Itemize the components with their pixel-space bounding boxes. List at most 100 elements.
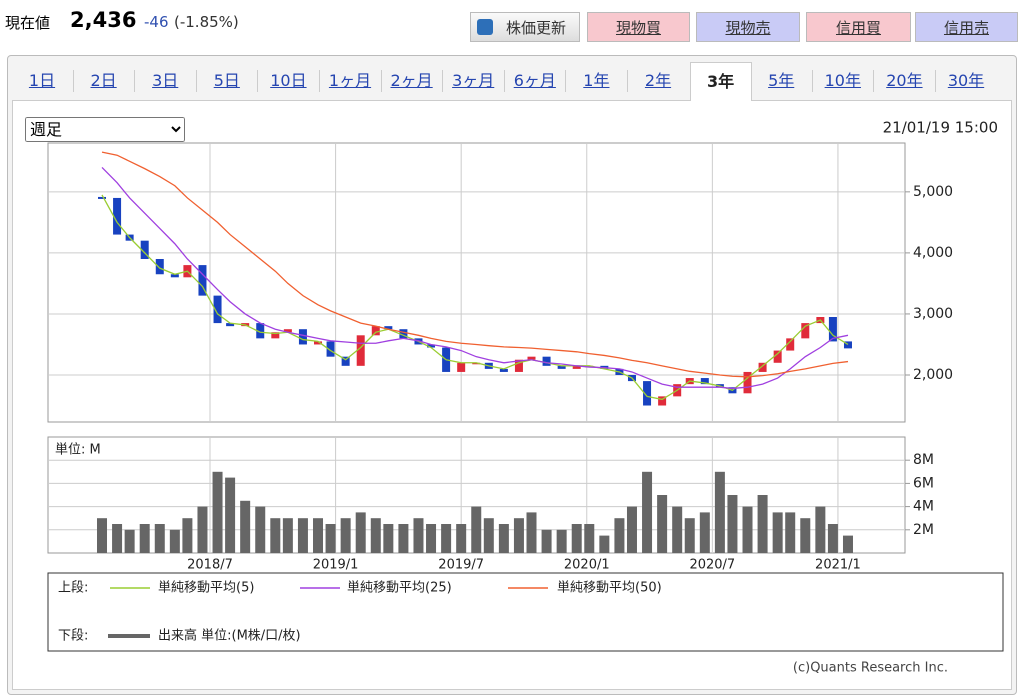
y-tick-label: 4,000 (913, 245, 953, 261)
y-tick-label: 8M (913, 452, 934, 468)
candle (786, 338, 795, 351)
candle (743, 371, 752, 394)
candle (758, 362, 767, 372)
candle (271, 332, 280, 339)
volume-bar (827, 524, 838, 553)
volume-bar (154, 524, 165, 553)
range-tab[interactable]: 5日 (213, 71, 240, 90)
tab-separator (503, 70, 505, 92)
timestamp: 21/01/19 15:00 (883, 119, 998, 137)
volume-bar (139, 524, 150, 553)
volume-bar (383, 524, 394, 553)
range-tab[interactable]: 10年 (824, 71, 861, 90)
tab-separator (811, 70, 813, 92)
volume-unit: 単位: M (55, 442, 101, 458)
legend-entry: 出来高 単位:(M株/口/枚) (158, 628, 301, 644)
refresh-icon (477, 19, 493, 35)
volume-bar (112, 524, 123, 553)
candle (356, 335, 365, 366)
y-tick-label: 2,000 (913, 367, 953, 383)
y-tick-label: 4M (913, 499, 934, 515)
range-tab[interactable]: 1ヶ月 (328, 71, 372, 90)
credit: (c)Quants Research Inc. (793, 661, 948, 676)
candle (773, 350, 782, 363)
candle (213, 295, 222, 324)
volume-bar (584, 524, 595, 553)
candle (256, 323, 265, 339)
moving-average-line (101, 151, 849, 378)
candle (457, 362, 466, 372)
volume-bar (197, 506, 208, 553)
candle (170, 274, 179, 278)
x-tick-label: 2019/7 (438, 558, 484, 573)
volume-bar (642, 471, 653, 553)
candle (557, 365, 566, 369)
range-tab[interactable]: 2ヶ月 (390, 71, 433, 90)
candle (828, 316, 837, 342)
range-tab[interactable]: 2日 (90, 71, 117, 90)
volume-bar (714, 471, 725, 553)
candle (384, 326, 393, 330)
volume-bar (785, 512, 796, 553)
current-price: 2,436 (70, 8, 137, 32)
range-tab[interactable]: 20年 (886, 71, 923, 90)
volume-bar (340, 518, 351, 553)
price-change: -46 (144, 13, 169, 31)
cash-buy-button[interactable]: 現物買 (587, 12, 690, 42)
range-tab[interactable]: 1日 (28, 71, 56, 90)
volume-bar (398, 524, 409, 553)
candle (298, 329, 307, 345)
volume-bar (772, 512, 783, 553)
volume-bar (815, 506, 826, 553)
volume-bar (513, 518, 524, 553)
tab-separator (627, 70, 628, 92)
candle (514, 359, 523, 372)
candle (801, 323, 810, 339)
range-tab[interactable]: 6ヶ月 (513, 71, 556, 90)
x-tick-label: 2020/1 (564, 558, 610, 573)
range-tab[interactable]: 5年 (768, 71, 795, 90)
range-tab[interactable]: 3日 (152, 71, 179, 90)
y-tick-label: 5,000 (913, 184, 953, 200)
range-tab[interactable]: 1年 (583, 71, 610, 90)
volume-bar (270, 518, 281, 553)
candle (140, 240, 149, 259)
legend-label: 上段: (58, 581, 88, 596)
y-tick-label: 2M (913, 522, 934, 538)
tab-separator (134, 70, 136, 92)
range-tab[interactable]: 10日 (270, 71, 307, 90)
volume-bar (255, 506, 266, 553)
x-tick-label: 2020/7 (689, 558, 735, 573)
tab-separator (319, 70, 320, 92)
candle (371, 326, 380, 336)
candle (341, 356, 350, 366)
volume-bar (471, 506, 482, 553)
price-label: 現在値 (5, 14, 51, 32)
range-tab[interactable]: 30年 (947, 71, 985, 90)
volume-bar (370, 518, 381, 553)
tab-separator (72, 70, 74, 92)
cash-sell-button[interactable]: 現物売 (696, 12, 800, 42)
range-tab[interactable]: 2年 (644, 71, 672, 90)
volume-bar (556, 529, 567, 553)
candle (542, 356, 551, 366)
volume-bar (97, 518, 108, 553)
tab-separator (873, 70, 875, 92)
candle (226, 323, 235, 327)
interval-select[interactable]: 週足 (25, 117, 185, 142)
range-tab[interactable]: 3ヶ月 (452, 71, 495, 90)
tab-separator (565, 70, 567, 92)
volume-bar (456, 524, 467, 553)
volume-bar (225, 477, 236, 553)
margin-sell-button[interactable]: 信用売 (915, 12, 1018, 42)
range-tab[interactable]: 3年 (689, 62, 752, 101)
candle (700, 378, 709, 385)
volume-bar (571, 524, 582, 553)
volume-bar (441, 524, 452, 553)
volume-bar (684, 518, 695, 553)
candle (314, 341, 323, 345)
candle (527, 356, 536, 360)
margin-buy-button[interactable]: 信用買 (806, 12, 911, 42)
legend-entry: 単純移動平均(5) (158, 580, 254, 596)
